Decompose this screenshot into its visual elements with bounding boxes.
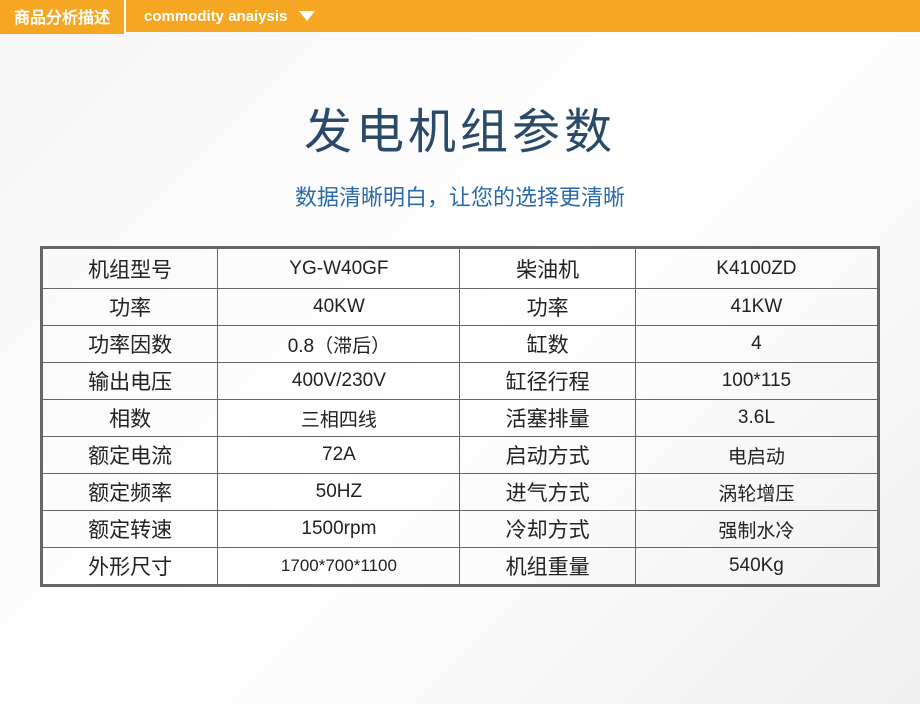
- spec-value: 强制水冷: [635, 511, 877, 548]
- table-row: 额定转速1500rpm冷却方式强制水冷: [43, 511, 878, 548]
- spec-value: 72A: [218, 437, 460, 474]
- spec-value: 50HZ: [218, 474, 460, 511]
- spec-label: 相数: [43, 400, 218, 437]
- page-subtitle: 数据清晰明白，让您的选择更清晰: [0, 180, 920, 212]
- spec-label: 输出电压: [43, 363, 218, 400]
- spec-value: 100*115: [635, 363, 877, 400]
- spec-label: 活塞排量: [460, 400, 635, 437]
- header-tag: 商品分析描述: [0, 0, 126, 34]
- table-row: 功率因数0.8（滞后）缸数4: [43, 326, 878, 363]
- spec-value: 涡轮增压: [635, 474, 877, 511]
- triangle-down-icon: [299, 11, 315, 21]
- spec-label: 额定转速: [43, 511, 218, 548]
- table-row: 相数三相四线活塞排量3.6L: [43, 400, 878, 437]
- spec-value: 3.6L: [635, 400, 877, 437]
- table-row: 额定频率50HZ进气方式涡轮增压: [43, 474, 878, 511]
- spec-table: 机组型号YG-W40GF柴油机K4100ZD功率40KW功率41KW功率因数0.…: [42, 248, 878, 585]
- page-title: 发电机组参数: [0, 92, 920, 162]
- spec-label: 功率因数: [43, 326, 218, 363]
- spec-label: 外形尺寸: [43, 548, 218, 585]
- table-row: 机组型号YG-W40GF柴油机K4100ZD: [43, 249, 878, 289]
- spec-label: 进气方式: [460, 474, 635, 511]
- spec-value: 40KW: [218, 289, 460, 326]
- spec-value: 4: [635, 326, 877, 363]
- title-block: 发电机组参数 数据清晰明白，让您的选择更清晰: [0, 92, 920, 212]
- spec-value: K4100ZD: [635, 249, 877, 289]
- header-sub-text: commodity anaiysis: [144, 8, 287, 25]
- spec-label: 缸数: [460, 326, 635, 363]
- header-subtitle: commodity anaiysis: [144, 8, 315, 25]
- header-bar: 商品分析描述 commodity anaiysis: [0, 0, 920, 32]
- spec-value: 0.8（滞后）: [218, 326, 460, 363]
- spec-value: 1500rpm: [218, 511, 460, 548]
- spec-label: 柴油机: [460, 249, 635, 289]
- spec-label: 额定频率: [43, 474, 218, 511]
- spec-label: 功率: [43, 289, 218, 326]
- spec-value: 1700*700*1100: [218, 548, 460, 585]
- spec-label: 缸径行程: [460, 363, 635, 400]
- table-row: 功率40KW功率41KW: [43, 289, 878, 326]
- table-row: 外形尺寸1700*700*1100机组重量540Kg: [43, 548, 878, 585]
- spec-value: 540Kg: [635, 548, 877, 585]
- spec-label: 启动方式: [460, 437, 635, 474]
- spec-label: 机组重量: [460, 548, 635, 585]
- spec-value: 电启动: [635, 437, 877, 474]
- spec-value: 400V/230V: [218, 363, 460, 400]
- spec-label: 机组型号: [43, 249, 218, 289]
- spec-label: 功率: [460, 289, 635, 326]
- spec-value: 三相四线: [218, 400, 460, 437]
- spec-label: 冷却方式: [460, 511, 635, 548]
- table-row: 额定电流72A启动方式电启动: [43, 437, 878, 474]
- spec-table-wrap: 机组型号YG-W40GF柴油机K4100ZD功率40KW功率41KW功率因数0.…: [40, 246, 880, 587]
- spec-value: YG-W40GF: [218, 249, 460, 289]
- table-row: 输出电压400V/230V缸径行程100*115: [43, 363, 878, 400]
- spec-value: 41KW: [635, 289, 877, 326]
- spec-label: 额定电流: [43, 437, 218, 474]
